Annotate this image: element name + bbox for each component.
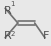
Text: R: R xyxy=(4,31,12,41)
Text: 1: 1 xyxy=(11,1,15,7)
Text: F: F xyxy=(43,31,49,41)
Text: 2: 2 xyxy=(11,31,15,37)
Text: R: R xyxy=(4,6,12,16)
